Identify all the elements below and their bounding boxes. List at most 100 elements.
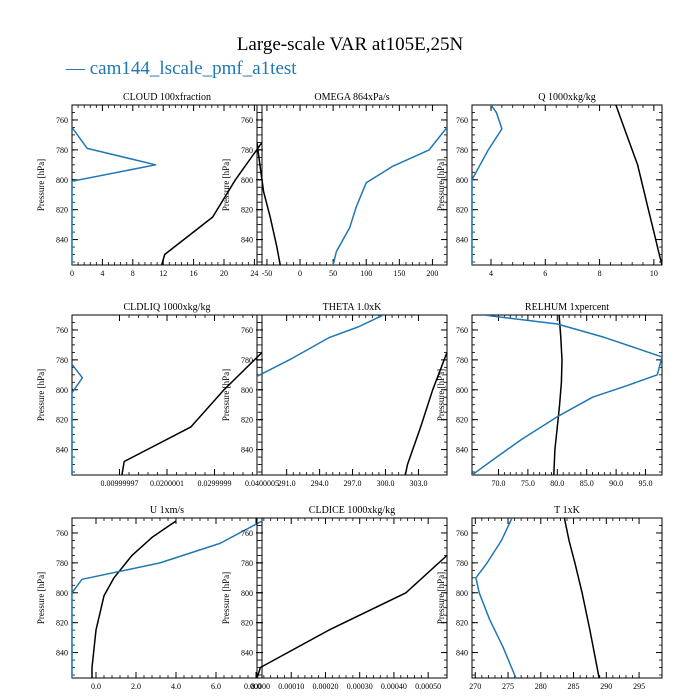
- series-line-black: [121, 351, 262, 475]
- plot-frame: [256, 314, 448, 476]
- x-tick-label: 0.00020: [312, 682, 338, 691]
- y-axis-label: Pressure [hPa]: [436, 572, 446, 624]
- y-tick-label: 760: [241, 529, 253, 538]
- series-line-black: [257, 554, 447, 678]
- x-tick-label: 0.0400005: [245, 479, 279, 488]
- x-tick-label: 275: [502, 682, 514, 691]
- x-tick-label: 0.0: [91, 682, 101, 691]
- y-tick-label: 780: [56, 146, 68, 155]
- y-tick-label: 760: [56, 529, 68, 538]
- x-tick-label: 0.00000: [244, 682, 270, 691]
- x-tick-label: 200: [426, 269, 438, 278]
- x-tick-label: 0.00040: [381, 682, 407, 691]
- series-line-blue: [475, 518, 517, 678]
- y-tick-label: 820: [56, 416, 68, 425]
- plot-frame: [71, 104, 263, 266]
- x-tick-label: 4: [489, 269, 493, 278]
- x-tick-label: 4: [100, 269, 104, 278]
- y-tick-label: 840: [56, 649, 68, 658]
- series-line-black: [160, 141, 262, 265]
- y-tick-label: 800: [241, 589, 253, 598]
- x-tick-label: 295: [633, 682, 645, 691]
- series-line-blue: [72, 363, 84, 475]
- y-tick-label: 800: [456, 176, 468, 185]
- x-tick-label: 6: [543, 269, 547, 278]
- panel-title: OMEGA 864xPa/s: [314, 92, 389, 103]
- x-tick-label: 85.0: [580, 479, 594, 488]
- y-tick-label: 840: [241, 236, 253, 245]
- y-tick-label: 820: [241, 206, 253, 215]
- x-tick-label: 95.0: [639, 479, 653, 488]
- x-tick-label: 80.0: [550, 479, 564, 488]
- x-tick-label: 70.0: [491, 479, 505, 488]
- panel-title: Q 1000xkg/kg: [538, 92, 596, 103]
- y-tick-label: 780: [56, 559, 68, 568]
- y-tick-label: 780: [241, 356, 253, 365]
- y-tick-label: 760: [56, 116, 68, 125]
- series-line-blue: [72, 126, 157, 265]
- panel-title: T 1xK: [554, 505, 580, 516]
- y-axis-label: Pressure [hPa]: [36, 369, 46, 421]
- panel-title: RELHUM 1xpercent: [525, 302, 609, 313]
- series-line-blue: [72, 520, 262, 678]
- y-tick-label: 780: [56, 356, 68, 365]
- x-tick-label: 294.0: [311, 479, 329, 488]
- x-tick-label: 50: [329, 269, 337, 278]
- y-tick-label: 780: [241, 146, 253, 155]
- y-tick-label: 780: [456, 356, 468, 365]
- series-line-black: [404, 352, 447, 475]
- series-line-black: [563, 518, 600, 678]
- y-tick-label: 820: [456, 416, 468, 425]
- chart-panel: OMEGA 864xPa/s Pressure [hPa] 760 780 800 820…: [221, 92, 448, 278]
- x-tick-label: 12: [159, 269, 167, 278]
- x-tick-label: 280: [535, 682, 547, 691]
- plot-frame: [471, 104, 663, 266]
- x-tick-label: 8: [131, 269, 135, 278]
- chart-panel: U 1xm/s Pressure [hPa] 760 780 800 820 840 0.0 2…: [36, 505, 263, 691]
- series-line-blue: [332, 126, 447, 265]
- y-tick-label: 800: [241, 176, 253, 185]
- x-tick-label: -50: [262, 269, 273, 278]
- x-tick-label: 90.0: [609, 479, 623, 488]
- legend-entry: — cam144_lscale_pmf_a1test: [66, 58, 297, 79]
- y-tick-label: 800: [456, 589, 468, 598]
- x-tick-label: 8: [598, 269, 602, 278]
- y-tick-label: 840: [241, 446, 253, 455]
- x-tick-label: 2.0: [131, 682, 141, 691]
- series-line-black: [257, 142, 281, 265]
- y-tick-label: 820: [456, 206, 468, 215]
- series-line-black: [615, 105, 662, 265]
- y-tick-label: 760: [241, 116, 253, 125]
- y-tick-label: 780: [456, 559, 468, 568]
- series-line-blue: [257, 315, 384, 475]
- y-tick-label: 820: [456, 619, 468, 628]
- plot-frame: [71, 314, 263, 476]
- y-tick-label: 760: [456, 529, 468, 538]
- x-tick-label: 0: [298, 269, 302, 278]
- chart-panel: CLDICE 1000xkg/kg Pressure [hPa] 760 780 800…: [221, 505, 448, 691]
- chart-panel: T 1xK Pressure [hPa] 760 780 800 820 840 270 275…: [436, 505, 663, 691]
- x-tick-label: 285: [568, 682, 580, 691]
- x-tick-label: 300.0: [376, 479, 394, 488]
- x-tick-label: 20: [220, 269, 228, 278]
- y-tick-label: 800: [56, 589, 68, 598]
- y-tick-label: 840: [56, 446, 68, 455]
- panel-title: CLDICE 1000xkg/kg: [309, 505, 395, 516]
- panel-title: THETA 1.0xK: [323, 302, 382, 313]
- figure-title: Large-scale VAR at105E,25N: [236, 34, 464, 55]
- x-tick-label: 0.00050: [415, 682, 441, 691]
- series-line-black: [91, 520, 177, 678]
- y-tick-label: 840: [241, 649, 253, 658]
- x-tick-label: 291.0: [278, 479, 296, 488]
- plot-frame: [256, 517, 448, 679]
- y-tick-label: 800: [456, 386, 468, 395]
- x-tick-label: 4.0: [171, 682, 181, 691]
- y-tick-label: 820: [56, 206, 68, 215]
- y-tick-label: 840: [456, 446, 468, 455]
- x-tick-label: 297.0: [344, 479, 362, 488]
- y-tick-label: 820: [56, 619, 68, 628]
- x-tick-label: 8.0: [251, 682, 261, 691]
- y-tick-label: 780: [456, 146, 468, 155]
